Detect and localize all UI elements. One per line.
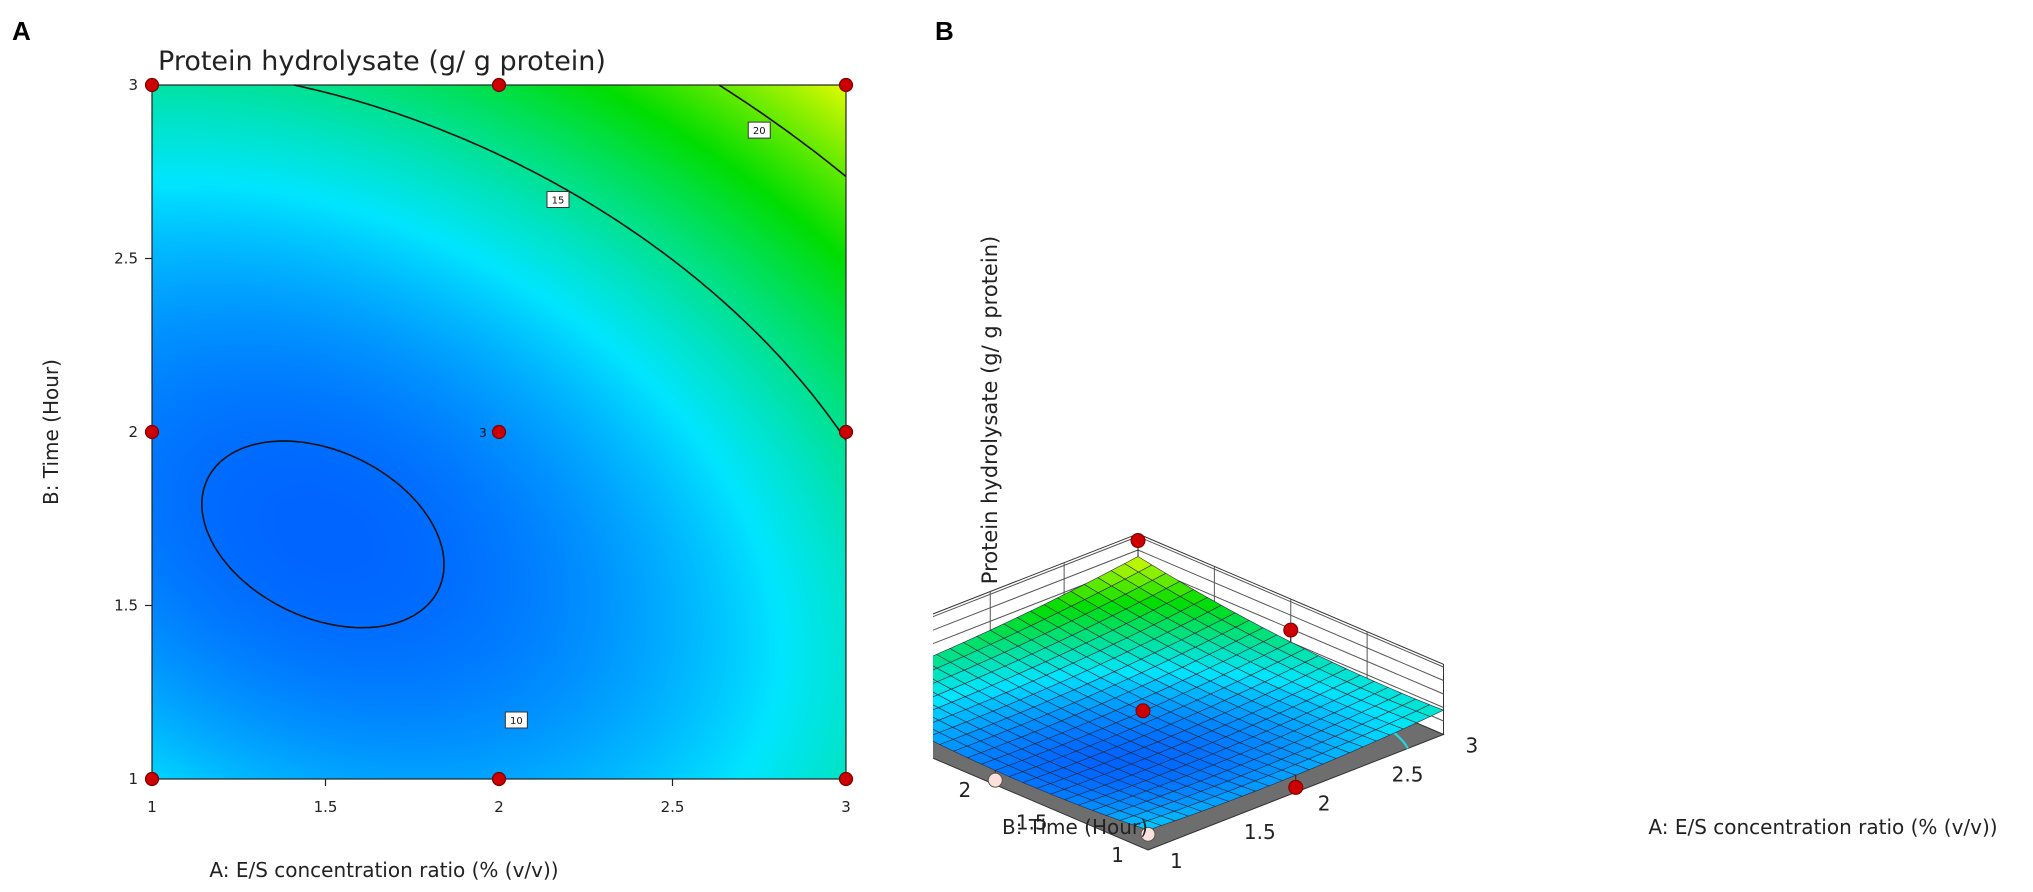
a-axis-label: A: E/S concentration ratio (% (v/v)): [1648, 815, 1997, 839]
b-axis-label: B: Time (Hour): [1002, 815, 1148, 839]
design-point: [491, 77, 507, 93]
contour-label-box-10: [504, 711, 528, 729]
y-tick-label: 1: [128, 770, 138, 788]
contour-axes: 1 1.5 2 2.5 3 1 1.5 2 2.5 3 3: [114, 76, 854, 816]
design-point: [491, 424, 507, 440]
a-tick-label: 3: [1466, 734, 1479, 758]
design-point-below: [987, 772, 1003, 788]
center-replicates-label: 3: [479, 426, 487, 440]
z-axis-label: Protein hydrolysate (g/ g protein): [978, 236, 1002, 584]
design-point: [838, 424, 854, 440]
design-point-above: [1288, 779, 1304, 795]
design-point-above: [1135, 703, 1151, 719]
y-tick-label: 2.5: [114, 250, 138, 268]
design-point: [144, 77, 160, 93]
a-tick-label: 2.5: [1392, 762, 1424, 786]
a-tick-label: 1: [1170, 849, 1183, 873]
design-point-above: [1130, 533, 1146, 549]
response-surface: [933, 556, 1445, 831]
b-tick-label: 2: [959, 778, 972, 802]
x-tick-label: 1: [147, 798, 157, 816]
surface-cell: [1133, 820, 1163, 831]
design-point: [838, 77, 854, 93]
x-tick-label: 3: [841, 798, 851, 816]
y-tick-label: 2: [128, 423, 138, 441]
design-point: [838, 771, 854, 787]
contour-line-10: [201, 440, 445, 629]
contour-label-10: 10: [510, 716, 523, 727]
x-tick-label: 2: [494, 798, 504, 816]
a-tick-label: 1.5: [1244, 820, 1276, 844]
contour-chart: Protein hydrolysate (g/ g protein) 10 15 2…: [39, 46, 854, 882]
y-tick-label: 3: [128, 76, 138, 94]
contour-label-20: 20: [753, 126, 766, 137]
b-tick-label: 1: [1111, 843, 1124, 867]
design-point: [144, 771, 160, 787]
surface-cell: [933, 665, 938, 671]
y-axis-label: B: Time (Hour): [39, 359, 63, 505]
panel-label-a: A: [12, 16, 31, 46]
contour-label-box-20: [747, 121, 771, 139]
design-point: [144, 424, 160, 440]
design-point: [491, 771, 507, 787]
x-axis-label: A: E/S concentration ratio (% (v/v)): [209, 858, 558, 882]
a-tick-label: 2: [1318, 791, 1331, 815]
contour-label-15: 15: [552, 196, 565, 207]
design-point-below: [1140, 826, 1156, 842]
b-tick-label: 1.5: [1016, 810, 1048, 834]
y-tick-label: 1.5: [114, 597, 138, 615]
x-tick-label: 2.5: [661, 798, 685, 816]
contour-line-20: [718, 84, 847, 178]
x-tick-label: 1.5: [314, 798, 338, 816]
panel-label-b: B: [935, 16, 954, 46]
contour-label-box-15: [546, 191, 570, 209]
surface-cell: [933, 678, 939, 684]
design-point-above: [1283, 622, 1299, 638]
surface-design-points: [987, 533, 1304, 842]
contour-title: Protein hydrolysate (g/ g protein): [158, 46, 606, 77]
